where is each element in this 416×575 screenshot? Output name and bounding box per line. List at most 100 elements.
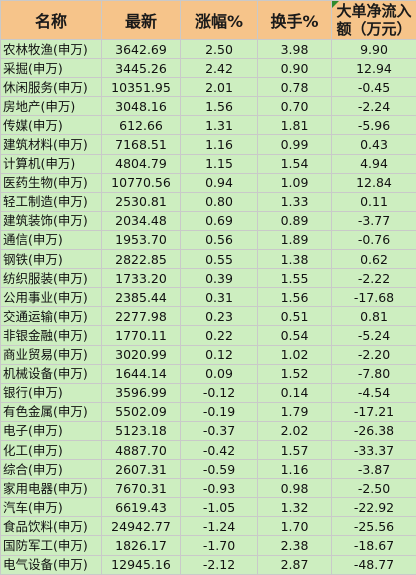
- sector-name-cell[interactable]: 食品饮料(申万): [1, 517, 102, 536]
- sector-name-cell[interactable]: 有色金属(申万): [1, 402, 102, 421]
- net-inflow-cell[interactable]: -2.22: [332, 269, 416, 288]
- sector-name-cell[interactable]: 农林牧渔(申万): [1, 40, 102, 59]
- turnover-rate-cell[interactable]: 1.55: [258, 269, 332, 288]
- sector-name-cell[interactable]: 传媒(申万): [1, 116, 102, 135]
- turnover-rate-cell[interactable]: 1.32: [258, 498, 332, 517]
- latest-price-cell[interactable]: 2607.31: [102, 460, 181, 479]
- latest-price-cell[interactable]: 1953.70: [102, 230, 181, 249]
- turnover-rate-cell[interactable]: 0.98: [258, 479, 332, 498]
- change-percent-cell[interactable]: 0.23: [181, 307, 258, 326]
- latest-price-cell[interactable]: 2822.85: [102, 250, 181, 269]
- sector-name-cell[interactable]: 采掘(申万): [1, 59, 102, 78]
- net-inflow-cell[interactable]: -5.24: [332, 326, 416, 345]
- net-inflow-cell[interactable]: -0.45: [332, 78, 416, 97]
- latest-price-cell[interactable]: 7670.31: [102, 479, 181, 498]
- net-inflow-cell[interactable]: -0.76: [332, 230, 416, 249]
- column-header-price[interactable]: 最新: [102, 1, 181, 40]
- sector-name-cell[interactable]: 银行(申万): [1, 383, 102, 402]
- sector-name-cell[interactable]: 钢铁(申万): [1, 250, 102, 269]
- turnover-rate-cell[interactable]: 2.87: [258, 555, 332, 574]
- turnover-rate-cell[interactable]: 1.52: [258, 364, 332, 383]
- net-inflow-cell[interactable]: -3.87: [332, 460, 416, 479]
- sector-name-cell[interactable]: 化工(申万): [1, 440, 102, 459]
- net-inflow-cell[interactable]: -2.24: [332, 97, 416, 116]
- sector-name-cell[interactable]: 休闲服务(申万): [1, 78, 102, 97]
- net-inflow-cell[interactable]: 9.90: [332, 40, 416, 59]
- turnover-rate-cell[interactable]: 2.38: [258, 536, 332, 555]
- latest-price-cell[interactable]: 1826.17: [102, 536, 181, 555]
- turnover-rate-cell[interactable]: 1.57: [258, 440, 332, 459]
- sector-name-cell[interactable]: 商业贸易(申万): [1, 345, 102, 364]
- net-inflow-cell[interactable]: -2.50: [332, 479, 416, 498]
- sector-name-cell[interactable]: 家用电器(申万): [1, 479, 102, 498]
- turnover-rate-cell[interactable]: 0.54: [258, 326, 332, 345]
- turnover-rate-cell[interactable]: 0.78: [258, 78, 332, 97]
- sector-name-cell[interactable]: 交通运输(申万): [1, 307, 102, 326]
- turnover-rate-cell[interactable]: 1.16: [258, 460, 332, 479]
- latest-price-cell[interactable]: 1770.11: [102, 326, 181, 345]
- change-percent-cell[interactable]: 0.12: [181, 345, 258, 364]
- change-percent-cell[interactable]: 0.94: [181, 173, 258, 192]
- column-header-net-inflow[interactable]: 大单净流入额（万元）: [332, 1, 416, 40]
- turnover-rate-cell[interactable]: 1.02: [258, 345, 332, 364]
- latest-price-cell[interactable]: 10351.95: [102, 78, 181, 97]
- net-inflow-cell[interactable]: -4.54: [332, 383, 416, 402]
- latest-price-cell[interactable]: 1733.20: [102, 269, 181, 288]
- sector-name-cell[interactable]: 国防军工(申万): [1, 536, 102, 555]
- turnover-rate-cell[interactable]: 0.51: [258, 307, 332, 326]
- net-inflow-cell[interactable]: 0.11: [332, 192, 416, 211]
- turnover-rate-cell[interactable]: 1.09: [258, 173, 332, 192]
- latest-price-cell[interactable]: 12945.16: [102, 555, 181, 574]
- change-percent-cell[interactable]: 1.16: [181, 135, 258, 154]
- turnover-rate-cell[interactable]: 1.70: [258, 517, 332, 536]
- sector-name-cell[interactable]: 计算机(申万): [1, 154, 102, 173]
- latest-price-cell[interactable]: 5123.18: [102, 421, 181, 440]
- sector-name-cell[interactable]: 汽车(申万): [1, 498, 102, 517]
- sector-name-cell[interactable]: 房地产(申万): [1, 97, 102, 116]
- latest-price-cell[interactable]: 24942.77: [102, 517, 181, 536]
- change-percent-cell[interactable]: 0.39: [181, 269, 258, 288]
- change-percent-cell[interactable]: -0.12: [181, 383, 258, 402]
- net-inflow-cell[interactable]: -2.20: [332, 345, 416, 364]
- change-percent-cell[interactable]: 2.01: [181, 78, 258, 97]
- net-inflow-cell[interactable]: 4.94: [332, 154, 416, 173]
- sector-name-cell[interactable]: 建筑材料(申万): [1, 135, 102, 154]
- change-percent-cell[interactable]: -1.70: [181, 536, 258, 555]
- sector-name-cell[interactable]: 机械设备(申万): [1, 364, 102, 383]
- latest-price-cell[interactable]: 3642.69: [102, 40, 181, 59]
- sector-name-cell[interactable]: 非银金融(申万): [1, 326, 102, 345]
- latest-price-cell[interactable]: 3020.99: [102, 345, 181, 364]
- net-inflow-cell[interactable]: 12.84: [332, 173, 416, 192]
- net-inflow-cell[interactable]: -18.67: [332, 536, 416, 555]
- latest-price-cell[interactable]: 7168.51: [102, 135, 181, 154]
- turnover-rate-cell[interactable]: 1.38: [258, 250, 332, 269]
- turnover-rate-cell[interactable]: 2.02: [258, 421, 332, 440]
- change-percent-cell[interactable]: 0.09: [181, 364, 258, 383]
- change-percent-cell[interactable]: -1.24: [181, 517, 258, 536]
- change-percent-cell[interactable]: 2.42: [181, 59, 258, 78]
- change-percent-cell[interactable]: -0.93: [181, 479, 258, 498]
- change-percent-cell[interactable]: 1.15: [181, 154, 258, 173]
- latest-price-cell[interactable]: 2530.81: [102, 192, 181, 211]
- net-inflow-cell[interactable]: -48.77: [332, 555, 416, 574]
- net-inflow-cell[interactable]: -7.80: [332, 364, 416, 383]
- change-percent-cell[interactable]: 1.31: [181, 116, 258, 135]
- net-inflow-cell[interactable]: 0.62: [332, 250, 416, 269]
